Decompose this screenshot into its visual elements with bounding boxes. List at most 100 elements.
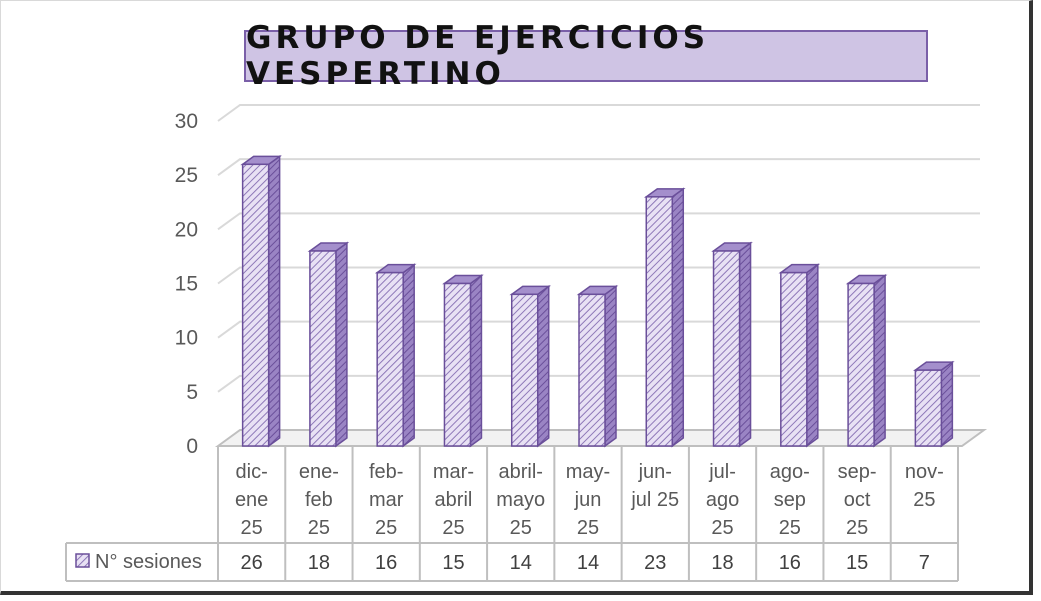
bar: [307, 241, 350, 448]
legend-key: [75, 553, 90, 568]
category-label-line: ago-: [770, 461, 810, 483]
data-value: 23: [644, 552, 666, 574]
bar: [778, 263, 821, 448]
bar: [240, 154, 282, 448]
category-label-line: 25: [241, 517, 263, 539]
data-value: 15: [846, 552, 868, 574]
bar-front: [780, 271, 808, 447]
category-label: jul-ago 25: [706, 461, 739, 539]
bar-side: [873, 274, 886, 448]
category-label-line: jun: [574, 489, 602, 511]
bar-front: [578, 293, 606, 447]
category-label: mar-abril 25: [433, 461, 474, 539]
bar-front: [510, 293, 539, 447]
category-label: ene-feb 25: [299, 461, 339, 539]
bar: [374, 263, 417, 448]
bar-front: [241, 163, 270, 447]
data-value: 7: [919, 552, 930, 574]
category-label-line: 25: [510, 517, 532, 539]
data-value: 18: [308, 552, 330, 574]
category-label-line: 25: [442, 517, 464, 539]
category-label-line: mayo: [496, 489, 545, 511]
bar-side: [469, 274, 483, 448]
category-label-line: oct: [844, 489, 871, 511]
category-label-line: sep-: [838, 461, 877, 483]
category-label-line: sep: [774, 489, 806, 511]
category-label-line: abril-: [499, 461, 543, 483]
category-label-line: feb: [305, 489, 333, 511]
category-label-line: 25: [577, 517, 599, 539]
category-label-line: mar: [369, 489, 404, 511]
bar-side: [267, 154, 281, 448]
bar-side: [536, 284, 550, 448]
category-label: ago-sep 25: [770, 461, 810, 539]
category-label: abril-mayo 25: [496, 461, 545, 539]
category-label-line: may-: [566, 461, 610, 483]
data-value: 14: [510, 552, 532, 574]
category-label-line: nov-: [905, 461, 944, 483]
category-label: nov- 25: [905, 461, 944, 511]
bar-side: [402, 263, 415, 448]
bar: [643, 187, 686, 448]
bar-front: [914, 369, 943, 447]
chart-title: GRUPO DE EJERCICIOS VESPERTINO: [244, 20, 928, 92]
bar: [576, 284, 619, 448]
category-label: dic-ene 25: [235, 461, 268, 539]
bar-side: [604, 284, 617, 448]
y-tick-label: 20: [175, 218, 198, 241]
category-label-line: abril: [435, 489, 473, 511]
category-label-line: ene: [235, 489, 268, 511]
category-label-line: feb-: [369, 461, 403, 483]
legend-label: N° sesiones: [95, 551, 202, 573]
bar-side: [335, 241, 348, 448]
data-value: 14: [577, 552, 599, 574]
category-label-line: 25: [711, 517, 733, 539]
data-value: 18: [711, 552, 733, 574]
category-label-line: 25: [308, 517, 330, 539]
category-label-line: 25: [375, 517, 397, 539]
y-tick-label: 15: [175, 273, 198, 296]
gridline: [217, 104, 980, 122]
data-value: 15: [442, 552, 464, 574]
category-label-line: ago: [706, 489, 739, 511]
category-label: jun-jul 25: [630, 461, 679, 511]
bar-front: [376, 271, 404, 447]
category-label: may-jun 25: [566, 461, 610, 539]
bar: [913, 360, 955, 448]
bar-front: [309, 250, 337, 447]
bar: [509, 284, 552, 448]
category-label-line: mar-: [433, 461, 474, 483]
bar-side: [671, 187, 685, 448]
data-value: 16: [375, 552, 397, 574]
gridline: [217, 212, 980, 231]
category-label: sep-oct 25: [838, 461, 877, 539]
bar-front: [847, 282, 875, 447]
bar-front: [645, 196, 674, 447]
bar-front: [443, 282, 472, 447]
bar: [442, 274, 484, 448]
category-label-line: ene-: [299, 461, 339, 483]
category-label-line: jul 25: [630, 489, 679, 511]
category-label-line: 25: [846, 517, 868, 539]
bar-front: [712, 250, 741, 447]
y-tick-label: 0: [186, 435, 198, 458]
bar-side: [806, 263, 819, 448]
category-label-line: jun-: [638, 461, 672, 483]
category-label-line: jul-: [708, 461, 736, 483]
gridline: [217, 158, 980, 176]
bar-side: [738, 241, 752, 448]
bar: [845, 274, 888, 448]
category-label-line: dic-: [236, 461, 268, 483]
bar-side: [940, 360, 954, 448]
y-tick-label: 25: [175, 164, 198, 187]
category-label-line: 25: [779, 517, 801, 539]
data-value: 16: [779, 552, 801, 574]
data-value: 26: [241, 552, 263, 574]
y-tick-label: 5: [186, 381, 198, 404]
y-tick-label: 30: [175, 110, 198, 133]
category-label: feb-mar 25: [369, 461, 404, 539]
y-tick-label: 10: [175, 327, 198, 350]
category-label-line: 25: [913, 489, 935, 511]
